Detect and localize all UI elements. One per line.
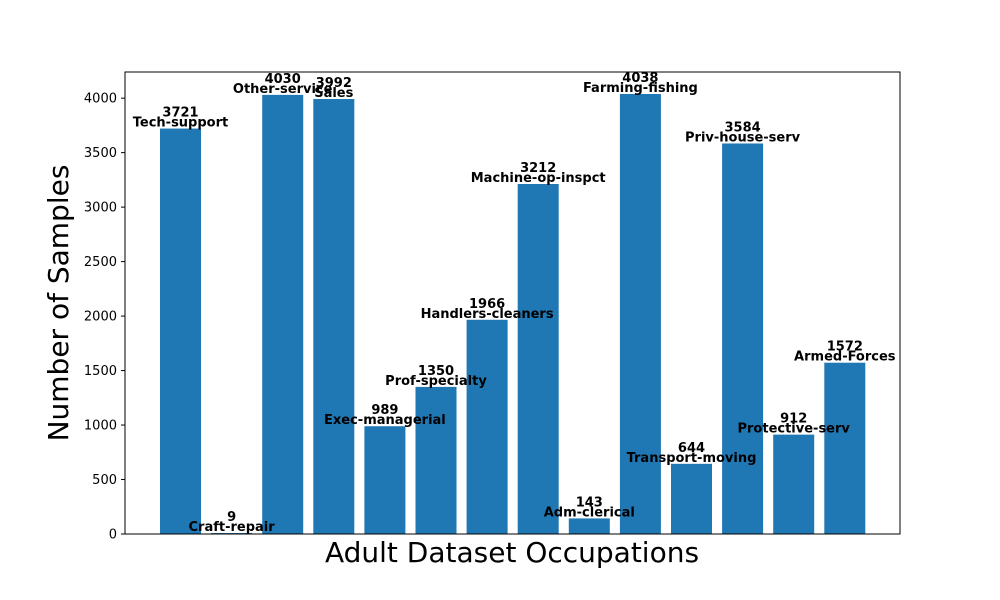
category-label: Sales xyxy=(314,86,353,101)
category-label: Other-service xyxy=(233,82,333,97)
category-label: Exec-managerial xyxy=(324,413,446,428)
value-label: 1350 xyxy=(418,364,454,379)
bar xyxy=(671,463,712,534)
value-label: 4030 xyxy=(265,72,301,87)
value-labels: 3721 9 4030 3992 989 1350 1966 3212 143 4038 644 35… xyxy=(162,71,862,525)
bar xyxy=(466,319,508,534)
category-label: Prof-specialty xyxy=(385,374,487,389)
bars xyxy=(160,94,866,534)
bar xyxy=(262,94,304,534)
value-label: 3721 xyxy=(162,106,198,121)
category-label: Handlers-cleaners xyxy=(421,307,554,322)
value-label: 3584 xyxy=(725,120,761,135)
bar xyxy=(313,99,355,534)
bar xyxy=(773,434,815,534)
category-label: Transport-moving xyxy=(627,451,757,466)
y-tick-label: 500 xyxy=(92,473,117,488)
category-label: Adm-clerical xyxy=(544,505,635,520)
value-label: 9 xyxy=(227,510,236,525)
y-tick-label: 3500 xyxy=(84,146,117,161)
bar xyxy=(722,143,764,534)
bar xyxy=(160,128,201,534)
value-label: 1966 xyxy=(469,297,505,312)
value-label: 3992 xyxy=(316,76,352,91)
bar xyxy=(364,426,406,534)
value-label: 143 xyxy=(576,495,603,510)
bar xyxy=(568,518,610,534)
y-tick-label: 1500 xyxy=(84,364,117,379)
y-tick-label: 3000 xyxy=(84,201,117,216)
category-label: Craft-repair xyxy=(189,520,276,535)
value-label: 1572 xyxy=(827,340,863,355)
y-tick-label: 2500 xyxy=(84,255,117,270)
bar xyxy=(517,184,559,534)
value-label: 644 xyxy=(678,441,705,456)
y-tick-label: 0 xyxy=(109,528,117,543)
y-tick-label: 4000 xyxy=(84,92,117,107)
category-label: Tech-support xyxy=(133,116,228,131)
x-axis-label: Adult Dataset Occupations xyxy=(325,536,699,569)
category-label: Machine-op-inspct xyxy=(471,171,606,186)
category-label: Farming-fishing xyxy=(583,81,698,96)
value-label: 4038 xyxy=(622,71,658,86)
value-label: 989 xyxy=(371,403,398,418)
value-label: 3212 xyxy=(520,161,556,176)
plot-frame xyxy=(124,71,901,535)
y-tick-label: 2000 xyxy=(84,310,117,325)
bar xyxy=(824,362,866,534)
y-ticks: 0 500 1000 1500 2000 2500 3000 3500 4000 xyxy=(84,92,125,543)
y-tick-label: 1000 xyxy=(84,419,117,434)
category-labels: Tech-support Craft-repair Other-serviceSal… xyxy=(133,81,896,535)
bar xyxy=(415,386,457,534)
category-label: Priv-house-serv xyxy=(685,130,801,145)
bar xyxy=(619,94,661,534)
category-label: Armed-Forces xyxy=(794,350,896,365)
category-label: Protective-serv xyxy=(737,422,850,437)
value-label: 912 xyxy=(780,412,807,427)
y-axis-label: Number of Samples xyxy=(42,165,75,442)
